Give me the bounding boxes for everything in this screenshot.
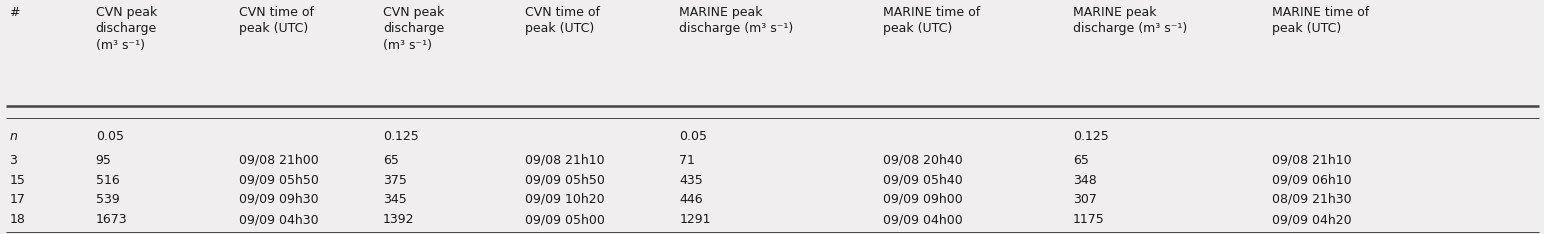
Text: 18: 18 [9, 213, 25, 227]
Text: 516: 516 [96, 174, 119, 187]
Text: 09/09 04h00: 09/09 04h00 [883, 213, 963, 227]
Text: 0.125: 0.125 [383, 130, 418, 143]
Text: 09/09 09h30: 09/09 09h30 [239, 193, 320, 206]
Text: 09/09 09h00: 09/09 09h00 [883, 193, 963, 206]
Text: 09/09 05h00: 09/09 05h00 [525, 213, 605, 227]
Text: 15: 15 [9, 174, 25, 187]
Text: 09/08 21h00: 09/08 21h00 [239, 154, 320, 167]
Text: 71: 71 [679, 154, 695, 167]
Text: 09/09 04h20: 09/09 04h20 [1272, 213, 1353, 227]
Text: 65: 65 [1073, 154, 1089, 167]
Text: 539: 539 [96, 193, 119, 206]
Text: 0.05: 0.05 [679, 130, 707, 143]
Text: 09/09 04h30: 09/09 04h30 [239, 213, 320, 227]
Text: 3: 3 [9, 154, 17, 167]
Text: 09/09 10h20: 09/09 10h20 [525, 193, 605, 206]
Text: 0.125: 0.125 [1073, 130, 1109, 143]
Text: 08/09 21h30: 08/09 21h30 [1272, 193, 1353, 206]
Text: 17: 17 [9, 193, 25, 206]
Text: CVN time of
peak (UTC): CVN time of peak (UTC) [525, 6, 601, 35]
Text: 375: 375 [383, 174, 406, 187]
Text: 09/09 06h10: 09/09 06h10 [1272, 174, 1353, 187]
Text: MARINE time of
peak (UTC): MARINE time of peak (UTC) [883, 6, 980, 35]
Text: 65: 65 [383, 154, 398, 167]
Text: n: n [9, 130, 17, 143]
Text: MARINE peak
discharge (m³ s⁻¹): MARINE peak discharge (m³ s⁻¹) [1073, 6, 1187, 35]
Text: 09/08 21h10: 09/08 21h10 [525, 154, 605, 167]
Text: 1673: 1673 [96, 213, 127, 227]
Text: MARINE peak
discharge (m³ s⁻¹): MARINE peak discharge (m³ s⁻¹) [679, 6, 794, 35]
Text: #: # [9, 6, 20, 19]
Text: 345: 345 [383, 193, 406, 206]
Text: 307: 307 [1073, 193, 1096, 206]
Text: MARINE time of
peak (UTC): MARINE time of peak (UTC) [1272, 6, 1370, 35]
Text: 09/08 20h40: 09/08 20h40 [883, 154, 963, 167]
Text: 09/09 05h50: 09/09 05h50 [525, 174, 605, 187]
Text: 09/09 05h40: 09/09 05h40 [883, 174, 963, 187]
Text: 1392: 1392 [383, 213, 414, 227]
Text: CVN time of
peak (UTC): CVN time of peak (UTC) [239, 6, 315, 35]
Text: 0.05: 0.05 [96, 130, 124, 143]
Text: 1175: 1175 [1073, 213, 1106, 227]
Text: CVN peak
discharge
(m³ s⁻¹): CVN peak discharge (m³ s⁻¹) [96, 6, 157, 52]
Text: 435: 435 [679, 174, 703, 187]
Text: CVN peak
discharge
(m³ s⁻¹): CVN peak discharge (m³ s⁻¹) [383, 6, 445, 52]
Text: 1291: 1291 [679, 213, 710, 227]
Text: 09/09 05h50: 09/09 05h50 [239, 174, 320, 187]
Text: 348: 348 [1073, 174, 1096, 187]
Text: 09/08 21h10: 09/08 21h10 [1272, 154, 1353, 167]
Text: 446: 446 [679, 193, 703, 206]
Text: 95: 95 [96, 154, 111, 167]
